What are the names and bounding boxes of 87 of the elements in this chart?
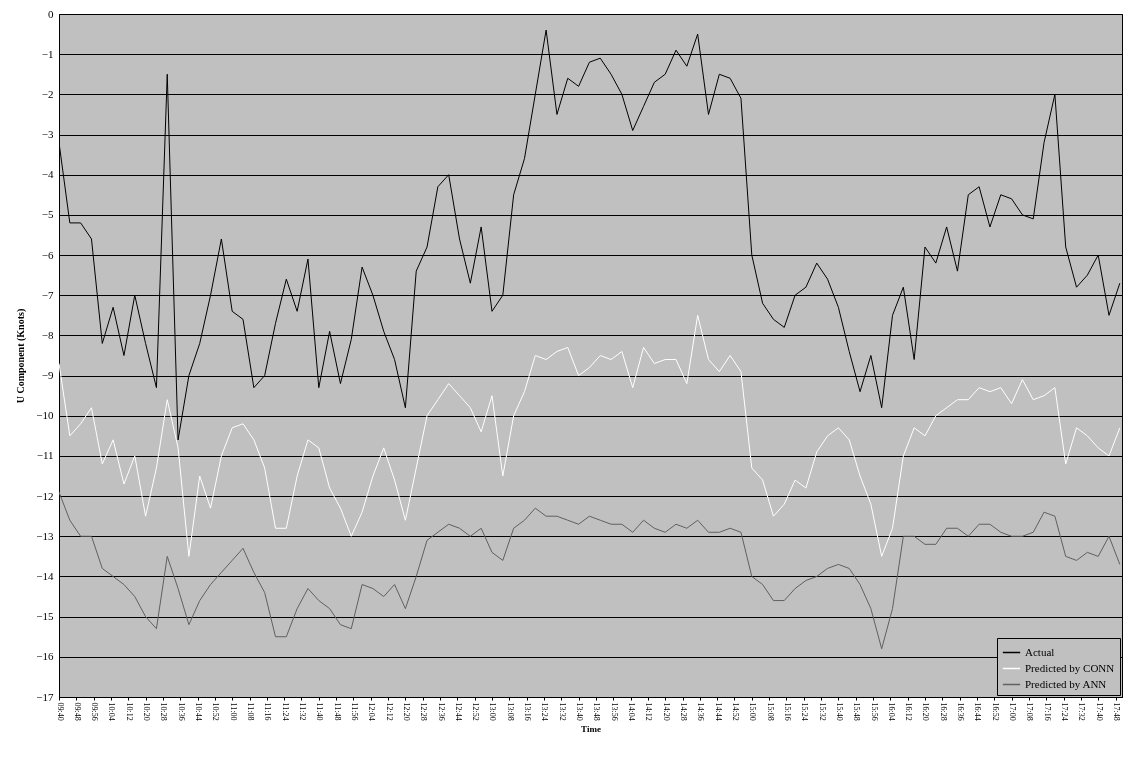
x-tick-label: 13:24 bbox=[540, 702, 550, 721]
y-tick-label: −13 bbox=[36, 529, 54, 542]
x-tick-label: 16:44 bbox=[973, 702, 983, 721]
x-tick-label: 11:08 bbox=[246, 702, 256, 721]
x-axis-title: Time bbox=[581, 723, 601, 734]
x-tick-label: 14:20 bbox=[661, 702, 671, 721]
x-tick-label: 09:40 bbox=[55, 702, 65, 721]
y-tick-label: −9 bbox=[41, 369, 54, 382]
x-tick-label: 15:00 bbox=[748, 702, 758, 721]
x-tick-label: 17:08 bbox=[1025, 702, 1035, 721]
y-tick-label: −17 bbox=[36, 690, 54, 703]
x-tick-label: 09:48 bbox=[72, 702, 82, 721]
y-tick-label: −7 bbox=[41, 288, 54, 301]
x-tick-label: 15:24 bbox=[800, 702, 810, 721]
x-tick-label: 12:04 bbox=[367, 702, 377, 721]
x-tick-label: 13:16 bbox=[523, 702, 533, 721]
x-tick-label: 14:52 bbox=[730, 702, 740, 721]
x-tick-label: 11:32 bbox=[297, 702, 307, 721]
y-tick-label: −10 bbox=[36, 409, 54, 422]
x-tick-label: 12:20 bbox=[401, 702, 411, 721]
x-tick-label: 17:00 bbox=[1008, 702, 1018, 721]
x-tick-label: 15:40 bbox=[834, 702, 844, 721]
x-tick-label: 10:36 bbox=[176, 702, 186, 721]
x-tick-label: 14:44 bbox=[713, 702, 723, 721]
x-tick-label: 12:52 bbox=[471, 702, 481, 721]
x-tick-label: 16:28 bbox=[938, 702, 948, 721]
x-tick-label: 12:12 bbox=[384, 702, 394, 721]
x-tick-label: 16:12 bbox=[904, 702, 914, 721]
legend-label: Predicted by ANN bbox=[1025, 677, 1107, 690]
y-tick-label: −8 bbox=[41, 328, 54, 341]
x-tick-label: 11:24 bbox=[280, 702, 290, 721]
y-tick-label: −4 bbox=[41, 168, 54, 181]
x-tick-label: 12:28 bbox=[419, 702, 429, 721]
x-tick-label: 13:08 bbox=[505, 702, 515, 721]
x-tick-label: 15:48 bbox=[852, 702, 862, 721]
x-tick-label: 16:52 bbox=[990, 702, 1000, 721]
x-tick-label: 11:56 bbox=[349, 702, 359, 721]
y-tick-label: −5 bbox=[41, 208, 54, 221]
x-tick-label: 12:44 bbox=[453, 702, 463, 721]
y-tick-label: −12 bbox=[36, 489, 54, 502]
x-tick-label: 10:12 bbox=[124, 702, 134, 721]
x-tick-label: 16:20 bbox=[921, 702, 931, 721]
x-tick-label: 13:32 bbox=[557, 702, 567, 721]
x-tick-label: 14:04 bbox=[627, 702, 637, 721]
x-tick-label: 17:24 bbox=[1060, 702, 1070, 721]
x-tick-label: 13:48 bbox=[592, 702, 602, 721]
y-tick-label: −14 bbox=[36, 569, 54, 582]
x-tick-label: 16:36 bbox=[956, 702, 966, 721]
y-tick-label: 0 bbox=[48, 7, 54, 20]
x-tick-label: 10:52 bbox=[211, 702, 221, 721]
legend-label: Actual bbox=[1025, 645, 1055, 658]
x-tick-label: 11:48 bbox=[332, 702, 342, 721]
x-tick-label: 12:36 bbox=[436, 702, 446, 721]
y-tick-label: −1 bbox=[41, 47, 54, 60]
x-tick-label: 09:56 bbox=[90, 702, 100, 721]
x-tick-label: 14:28 bbox=[679, 702, 689, 721]
y-tick-label: −3 bbox=[41, 128, 54, 141]
legend-label: Predicted by CONN bbox=[1025, 661, 1115, 674]
x-tick-label: 11:00 bbox=[228, 702, 238, 721]
x-tick-label: 15:08 bbox=[765, 702, 775, 721]
x-tick-label: 15:16 bbox=[782, 702, 792, 721]
y-axis-title: U Component (Knots) bbox=[15, 308, 28, 404]
y-tick-label: −11 bbox=[36, 449, 54, 462]
x-tick-label: 10:28 bbox=[159, 702, 169, 721]
y-tick-label: −6 bbox=[41, 248, 54, 261]
x-tick-label: 13:40 bbox=[575, 702, 585, 721]
x-tick-label: 17:40 bbox=[1094, 702, 1104, 721]
x-tick-label: 14:12 bbox=[644, 702, 654, 721]
line-series bbox=[59, 314, 1121, 557]
x-tick-label: 10:44 bbox=[194, 702, 204, 721]
x-tick-label: 17:16 bbox=[1042, 702, 1052, 721]
x-tick-label: 15:56 bbox=[869, 702, 879, 721]
x-tick-label: 14:36 bbox=[696, 702, 706, 721]
x-tick-label: 10:20 bbox=[142, 702, 152, 721]
y-tick-label: −15 bbox=[36, 610, 54, 623]
x-tick-label: 10:04 bbox=[107, 702, 117, 721]
x-tick-label: 17:48 bbox=[1112, 702, 1122, 721]
x-tick-label: 17:32 bbox=[1077, 702, 1087, 721]
x-tick-label: 16:04 bbox=[886, 702, 896, 721]
line-series bbox=[59, 491, 1121, 650]
x-tick-label: 11:40 bbox=[315, 702, 325, 721]
x-tick-label: 13:56 bbox=[609, 702, 619, 721]
x-tick-label: 15:32 bbox=[817, 702, 827, 721]
x-tick-label: 11:16 bbox=[263, 702, 273, 721]
y-tick-label: −16 bbox=[36, 650, 54, 663]
y-tick-label: −2 bbox=[41, 87, 54, 100]
x-tick-label: 13:00 bbox=[488, 702, 498, 721]
